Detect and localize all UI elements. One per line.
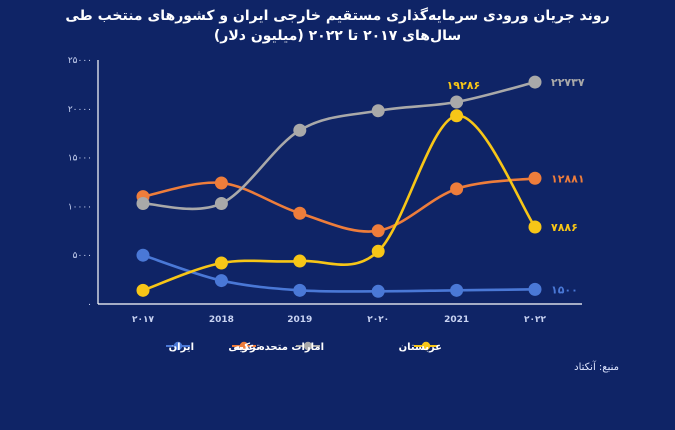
data-point-turkey <box>214 176 228 190</box>
x-tick-label: 2021 <box>444 315 469 325</box>
legend-marker-uae <box>303 341 313 351</box>
data-point-iran <box>528 282 542 296</box>
data-point-uae <box>450 95 464 109</box>
data-point-iran <box>214 274 228 288</box>
data-point-saudi <box>371 244 385 258</box>
y-tick-label: ۲۰۰۰۰ <box>68 105 92 115</box>
x-tick-label: ۲۰۲۲ <box>524 315 546 325</box>
source-note: منبع: آنکتاد <box>574 362 619 373</box>
chart-title-line1: روند جریان ورودی سرمایه‌گذاری مستقیم خار… <box>65 8 610 24</box>
data-point-iran <box>371 284 385 298</box>
data-point-uae <box>214 196 228 210</box>
data-point-uae <box>371 104 385 118</box>
series-line-saudi <box>141 114 537 292</box>
legend-label-saudi: عربستان <box>399 342 442 353</box>
data-point-iran <box>450 283 464 297</box>
data-point-turkey <box>293 206 307 220</box>
end-label-turkey: ۱۲۸۸۱ <box>551 172 585 185</box>
data-point-turkey <box>528 171 542 185</box>
end-label-saudi: ۷۸۸۶ <box>551 221 578 234</box>
series-line-iran <box>141 253 537 293</box>
data-point-saudi <box>293 254 307 268</box>
y-tick-label: ۵۰۰۰ <box>73 251 92 261</box>
data-point-iran <box>136 248 150 262</box>
y-tick-label: ۲۵۰۰۰ <box>68 56 92 66</box>
x-tick-label: 2018 <box>209 315 234 325</box>
end-label-iran: ۱۵۰۰ <box>551 283 578 296</box>
data-point-saudi <box>450 109 464 123</box>
x-tick-label: 2019 <box>287 315 312 325</box>
data-point-saudi <box>528 220 542 234</box>
data-point-uae <box>293 123 307 137</box>
y-tick-label: ۱۵۰۰۰ <box>68 154 92 164</box>
y-tick-label: ۰ <box>87 300 92 310</box>
series-line-turkey <box>141 176 537 233</box>
peak-label-saudi: ۱۹۲۸۶ <box>447 79 481 92</box>
data-point-turkey <box>371 224 385 238</box>
end-label-uae: ۲۲۷۳۷ <box>551 76 585 89</box>
data-point-uae <box>528 75 542 89</box>
legend-marker-iran <box>173 341 183 351</box>
data-point-iran <box>293 283 307 297</box>
legend-marker-turkey <box>239 341 249 351</box>
data-point-turkey <box>450 182 464 196</box>
x-tick-label: ۲۰۲۰ <box>367 315 389 325</box>
y-tick-label: ۱۰۰۰۰ <box>68 202 92 212</box>
x-tick-label: ۲۰۱۷ <box>132 315 154 325</box>
data-point-saudi <box>136 283 150 297</box>
legend-label-turkey: ترکیه <box>234 342 260 353</box>
chart-title-line2: سال‌های ۲۰۱۷ تا ۲۰۲۲ (میلیون دلار) <box>213 28 462 44</box>
data-point-uae <box>136 196 150 210</box>
legend-marker-saudi <box>421 341 431 351</box>
legend-label-uae: امارات متحده عربی <box>228 342 324 353</box>
series-line-uae <box>141 80 537 211</box>
legend-label-iran: ایران <box>169 342 194 353</box>
data-point-saudi <box>214 256 228 270</box>
